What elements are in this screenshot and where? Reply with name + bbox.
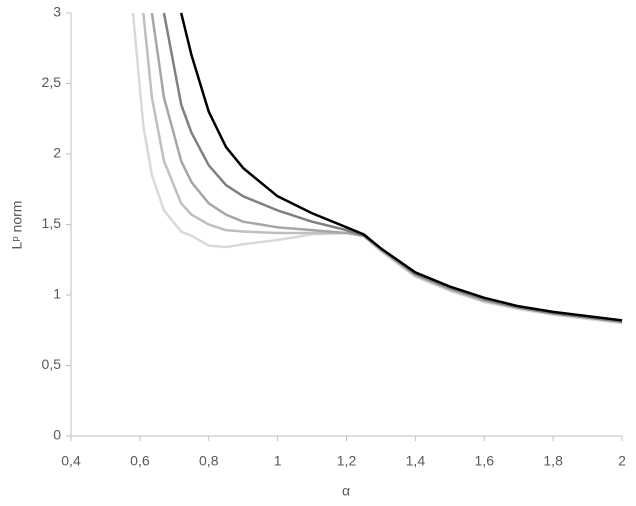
line-series — [179, 12, 623, 322]
line-series — [150, 12, 623, 324]
y-tick-label: 1 — [53, 286, 61, 302]
y-tick-label: 1,5 — [42, 215, 62, 231]
x-tick-label: 0,8 — [199, 453, 219, 469]
line-series — [162, 12, 623, 324]
x-tick-label: 1,6 — [475, 453, 495, 469]
x-tick-label: 2 — [618, 453, 626, 469]
x-tick-label: 0,4 — [61, 453, 81, 469]
x-axis-title: α — [342, 483, 350, 499]
x-tick-label: 1,4 — [406, 453, 426, 469]
line-series — [131, 12, 623, 325]
x-tick-label: 1 — [274, 453, 282, 469]
y-tick-label: 2,5 — [42, 74, 62, 90]
y-tick-label: 3 — [53, 4, 61, 20]
x-tick-label: 1,2 — [337, 453, 357, 469]
y-tick-label: 2 — [53, 145, 61, 161]
y-tick-label: 0,5 — [42, 356, 62, 372]
plot-area — [131, 12, 623, 325]
line-series — [142, 12, 623, 324]
y-axis-title: Lᵖ norm — [9, 201, 25, 250]
x-tick-label: 0,6 — [130, 453, 150, 469]
x-tick-label: 1,8 — [543, 453, 563, 469]
y-tick-label: 0 — [53, 427, 61, 443]
